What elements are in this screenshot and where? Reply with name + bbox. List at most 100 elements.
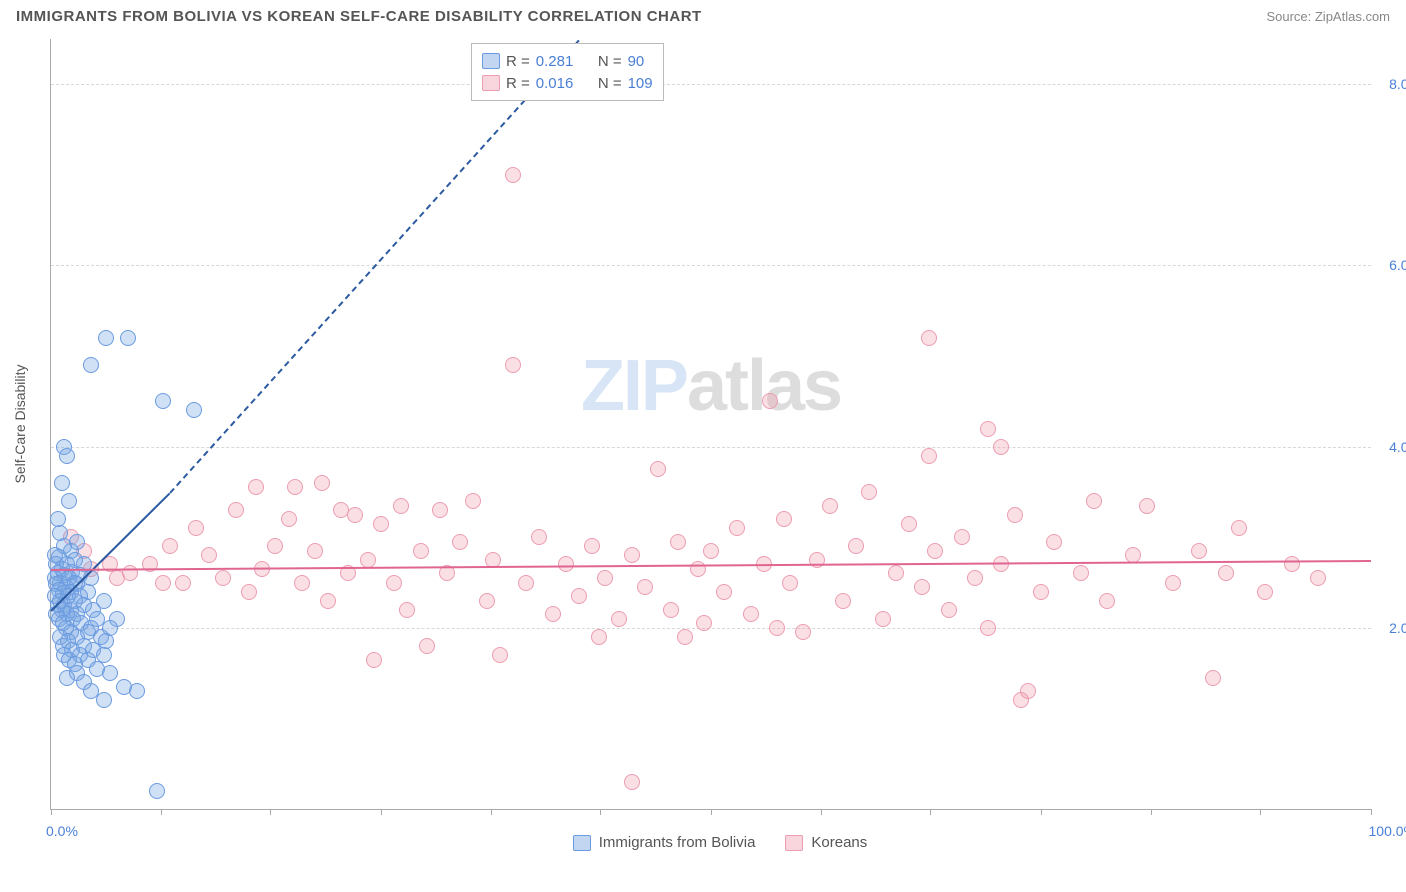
data-point-pink xyxy=(413,543,429,559)
x-tick xyxy=(1041,809,1042,815)
data-point-pink xyxy=(690,561,706,577)
data-point-pink xyxy=(861,484,877,500)
data-point-pink xyxy=(875,611,891,627)
pink-swatch-icon xyxy=(482,75,500,91)
data-point-pink xyxy=(1020,683,1036,699)
data-point-blue xyxy=(83,357,99,373)
data-point-pink xyxy=(848,538,864,554)
data-point-pink xyxy=(1099,593,1115,609)
data-point-pink xyxy=(762,393,778,409)
data-point-pink xyxy=(1086,493,1102,509)
data-point-pink xyxy=(967,570,983,586)
data-point-pink xyxy=(1165,575,1181,591)
chart-area: Self-Care Disability ZIPatlas 2.0%4.0%6.… xyxy=(50,39,1390,809)
data-point-pink xyxy=(320,593,336,609)
data-point-blue xyxy=(54,475,70,491)
data-point-pink xyxy=(307,543,323,559)
x-tick xyxy=(270,809,271,815)
stats-row: R = 0.016 N = 109 xyxy=(482,72,653,94)
legend-blue-label: Immigrants from Bolivia xyxy=(599,834,756,851)
data-point-pink xyxy=(432,502,448,518)
x-tick xyxy=(600,809,601,815)
data-point-pink xyxy=(795,624,811,640)
data-point-pink xyxy=(670,534,686,550)
x-tick xyxy=(1260,809,1261,815)
data-point-blue xyxy=(102,665,118,681)
data-point-pink xyxy=(558,556,574,572)
data-point-pink xyxy=(267,538,283,554)
data-point-pink xyxy=(980,620,996,636)
data-point-pink xyxy=(769,620,785,636)
bottom-legend: Immigrants from Bolivia Koreans xyxy=(50,834,1390,851)
data-point-pink xyxy=(492,647,508,663)
data-point-blue xyxy=(186,402,202,418)
data-point-pink xyxy=(696,615,712,631)
n-label: N = xyxy=(598,75,622,92)
watermark-part2: atlas xyxy=(687,346,841,426)
data-point-pink xyxy=(1033,584,1049,600)
data-point-pink xyxy=(624,547,640,563)
data-point-pink xyxy=(901,516,917,532)
data-point-pink xyxy=(366,652,382,668)
data-point-pink xyxy=(663,602,679,618)
y-tick-label: 6.0% xyxy=(1376,257,1406,273)
data-point-pink xyxy=(505,357,521,373)
data-point-pink xyxy=(584,538,600,554)
y-tick-label: 4.0% xyxy=(1376,439,1406,455)
stats-legend: R = 0.281 N = 90R = 0.016 N = 109 xyxy=(471,43,664,101)
data-point-pink xyxy=(545,606,561,622)
chart-header: IMMIGRANTS FROM BOLIVIA VS KOREAN SELF-C… xyxy=(0,0,1406,29)
data-point-pink xyxy=(162,538,178,554)
blue-swatch-icon xyxy=(482,53,500,69)
data-point-pink xyxy=(215,570,231,586)
plot-region: ZIPatlas 2.0%4.0%6.0%8.0%0.0%100.0%R = 0… xyxy=(50,39,1371,810)
gridline xyxy=(51,447,1371,448)
n-value: 109 xyxy=(628,75,653,92)
data-point-blue xyxy=(61,493,77,509)
x-tick xyxy=(821,809,822,815)
data-point-pink xyxy=(531,529,547,545)
data-point-blue xyxy=(96,692,112,708)
gridline xyxy=(51,628,1371,629)
x-tick xyxy=(1371,809,1372,815)
data-point-pink xyxy=(1073,565,1089,581)
r-value: 0.281 xyxy=(536,53,574,70)
gridline xyxy=(51,265,1371,266)
watermark-part1: ZIP xyxy=(581,346,687,426)
data-point-pink xyxy=(921,330,937,346)
data-point-pink xyxy=(1284,556,1300,572)
y-tick-label: 2.0% xyxy=(1376,620,1406,636)
data-point-pink xyxy=(782,575,798,591)
legend-item-blue: Immigrants from Bolivia xyxy=(573,834,756,851)
source-label: Source: ZipAtlas.com xyxy=(1266,9,1390,24)
data-point-pink xyxy=(505,167,521,183)
data-point-pink xyxy=(188,520,204,536)
data-point-pink xyxy=(360,552,376,568)
data-point-pink xyxy=(287,479,303,495)
data-point-pink xyxy=(1046,534,1062,550)
r-value: 0.016 xyxy=(536,75,574,92)
gridline xyxy=(51,84,1371,85)
data-point-pink xyxy=(201,547,217,563)
data-point-pink xyxy=(954,529,970,545)
trend-line-pink xyxy=(51,560,1371,571)
data-point-pink xyxy=(677,629,693,645)
data-point-pink xyxy=(465,493,481,509)
data-point-pink xyxy=(624,774,640,790)
data-point-pink xyxy=(155,575,171,591)
watermark: ZIPatlas xyxy=(581,345,841,427)
data-point-pink xyxy=(479,593,495,609)
data-point-pink xyxy=(281,511,297,527)
data-point-blue xyxy=(120,330,136,346)
data-point-pink xyxy=(294,575,310,591)
data-point-pink xyxy=(419,638,435,654)
x-tick xyxy=(161,809,162,815)
x-tick xyxy=(930,809,931,815)
n-label: N = xyxy=(598,53,622,70)
r-label: R = xyxy=(506,53,530,70)
data-point-pink xyxy=(1191,543,1207,559)
data-point-pink xyxy=(921,448,937,464)
data-point-pink xyxy=(571,588,587,604)
data-point-pink xyxy=(914,579,930,595)
data-point-pink xyxy=(314,475,330,491)
